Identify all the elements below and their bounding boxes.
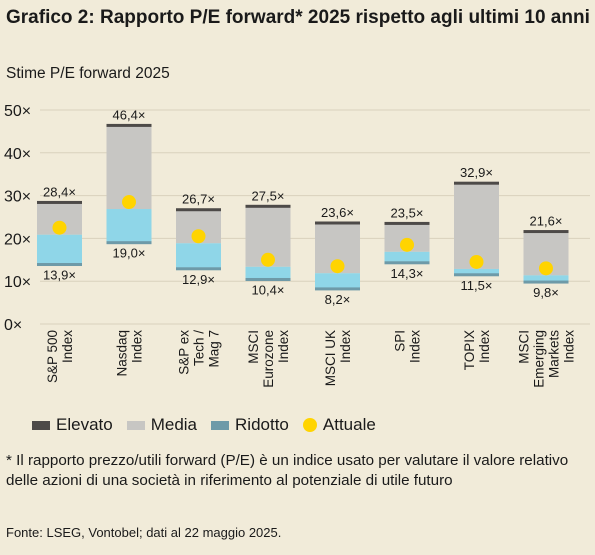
attuale-marker xyxy=(122,195,136,210)
attuale-marker xyxy=(52,220,67,235)
x-category-label: Index xyxy=(408,330,423,363)
legend-label-ridotto: Ridotto xyxy=(235,415,289,434)
low-value-label: 13,9× xyxy=(43,268,76,283)
legend-item-ridotto: Ridotto xyxy=(211,415,289,435)
high-value-label: 32,9× xyxy=(460,165,493,180)
range-bar-upper xyxy=(454,183,499,269)
pe-range-chart: 0×10×20×30×40×50×28,4×13,9×S&P 500 Index4… xyxy=(4,103,590,388)
range-bar-lower xyxy=(315,273,360,289)
low-value-label: 12,9× xyxy=(182,272,215,287)
elevato-marker xyxy=(523,230,569,234)
attuale-marker xyxy=(400,237,414,252)
y-tick-label: 10× xyxy=(4,274,31,291)
y-tick-label: 40× xyxy=(4,146,31,163)
x-category-label: Index xyxy=(338,330,353,363)
attuale-marker xyxy=(469,254,484,269)
low-value-label: 8,2× xyxy=(325,292,351,307)
x-category-label: MSCI UK xyxy=(323,330,338,386)
y-tick-label: 50× xyxy=(4,103,31,120)
high-value-label: 26,7× xyxy=(182,192,215,207)
low-value-label: 10,4× xyxy=(252,282,285,297)
media-swatch xyxy=(126,420,145,430)
elevato-marker xyxy=(315,221,360,225)
low-value-label: 9,8× xyxy=(533,285,559,300)
x-category-label: Mag 7 xyxy=(207,330,222,368)
high-value-label: 46,4× xyxy=(113,107,146,122)
x-category-label: Index xyxy=(477,330,492,363)
x-category-label: MSCI xyxy=(517,330,532,364)
elevato-marker xyxy=(37,200,82,204)
range-bar-lower xyxy=(106,209,152,243)
legend-item-elevato: Elevato xyxy=(32,415,113,435)
footnote: * Il rapporto prezzo/utili forward (P/E)… xyxy=(6,452,569,489)
ridotto-marker xyxy=(384,261,430,265)
y-tick-label: 0× xyxy=(4,317,22,334)
x-category-label: S&P ex xyxy=(177,330,192,375)
chart-legend: Elevato Media Ridotto Attuale xyxy=(32,411,390,439)
ridotto-marker xyxy=(523,280,569,284)
x-category-label: TOPIX xyxy=(462,330,477,370)
ridotto-marker xyxy=(315,287,360,291)
x-category-label: Tech / xyxy=(192,330,207,366)
chart-title: Grafico 2: Rapporto P/E forward* 2025 ri… xyxy=(6,7,590,28)
x-category-label: MSCI xyxy=(246,330,261,364)
low-value-label: 14,3× xyxy=(391,266,424,281)
low-value-label: 11,5× xyxy=(461,278,493,293)
x-category-label: Index xyxy=(562,330,577,363)
y-tick-label: 20× xyxy=(4,231,31,248)
ridotto-marker xyxy=(176,267,221,271)
ridotto-marker xyxy=(245,277,291,281)
range-bar-lower xyxy=(384,251,430,263)
attuale-marker xyxy=(261,252,275,267)
low-value-label: 19,0× xyxy=(113,246,146,261)
attuale-dot-icon xyxy=(302,418,317,432)
x-category-label: Markets xyxy=(547,330,562,378)
attuale-marker xyxy=(539,261,553,276)
elevato-marker xyxy=(454,181,499,185)
elevato-marker xyxy=(106,123,152,127)
range-bar-lower xyxy=(523,275,569,283)
y-tick-label: 30× xyxy=(4,189,31,206)
elevato-marker xyxy=(176,208,221,212)
range-bar-lower xyxy=(454,268,499,275)
x-category-label: Index xyxy=(130,330,145,363)
high-value-label: 23,6× xyxy=(321,205,354,220)
x-category-label: SPI xyxy=(393,330,408,352)
legend-label-media: Media xyxy=(150,415,198,434)
range-bar-lower xyxy=(245,266,291,280)
x-category-label: Index xyxy=(276,330,291,363)
attuale-marker xyxy=(330,259,345,274)
x-category-label: S&P 500 xyxy=(45,330,60,383)
legend-item-attuale: Attuale xyxy=(302,415,376,435)
ridotto-marker xyxy=(454,273,499,277)
legend-label-elevato: Elevato xyxy=(56,415,113,434)
legend-item-media: Media xyxy=(126,415,198,435)
ridotto-marker xyxy=(37,263,82,267)
x-category-label: Eurozone xyxy=(261,330,276,388)
elevato-marker xyxy=(384,221,430,225)
high-value-label: 27,5× xyxy=(252,188,285,203)
range-bar-lower xyxy=(176,243,221,269)
ridotto-marker xyxy=(106,241,152,245)
elevato-marker xyxy=(245,204,291,208)
high-value-label: 21,6× xyxy=(530,214,563,229)
ridotto-swatch xyxy=(211,420,230,430)
elevato-swatch xyxy=(32,420,50,430)
chart-subtitle: Stime P/E forward 2025 xyxy=(6,65,170,82)
legend-label-attuale: Attuale xyxy=(322,415,376,434)
x-category-label: Nasdaq xyxy=(115,330,130,377)
high-value-label: 23,5× xyxy=(391,205,424,220)
x-category-label: Emerging xyxy=(532,330,547,388)
attuale-marker xyxy=(191,229,206,244)
high-value-label: 28,4× xyxy=(43,184,76,199)
source-note: Fonte: LSEG, Vontobel; dati al 22 maggio… xyxy=(6,525,282,540)
x-category-label: Index xyxy=(60,330,75,363)
range-bar-lower xyxy=(37,234,82,265)
